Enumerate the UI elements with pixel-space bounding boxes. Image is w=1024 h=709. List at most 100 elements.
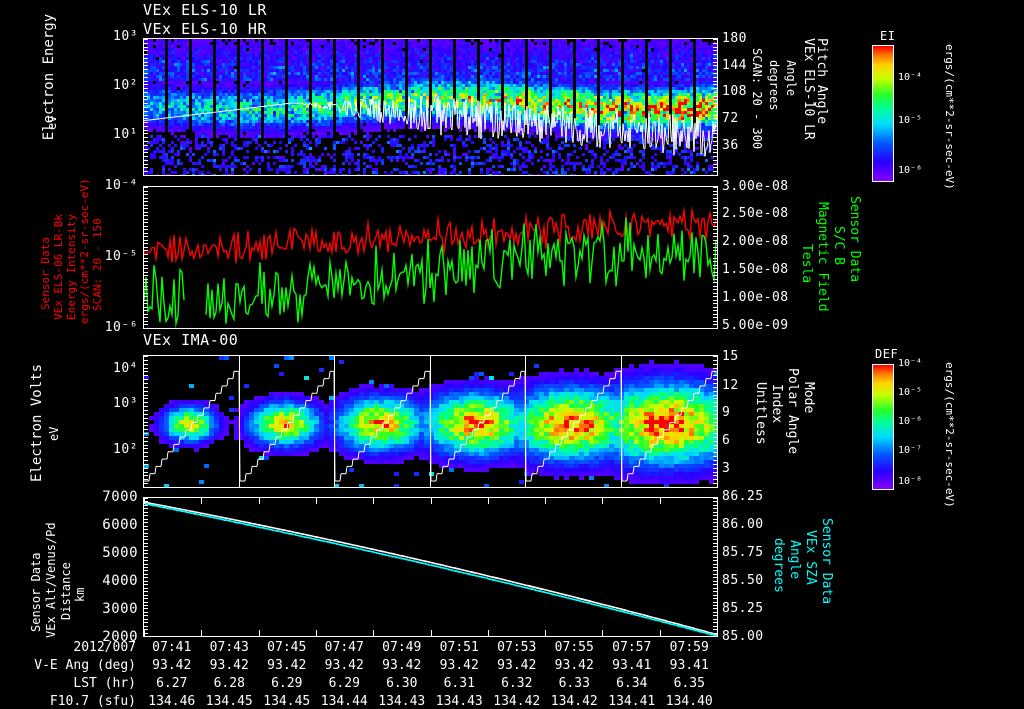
panel4-ytick-7000: 7000 (102, 489, 138, 505)
panel3-title: VEx IMA-00 (143, 331, 239, 349)
panel3-cb-tick-e5: 10⁻⁵ (898, 387, 923, 398)
panel3-ytick-e4: 10⁴ (113, 361, 138, 376)
panel4-right-label-vex-sza: VEx SZA (803, 530, 818, 585)
panel1-right-label-scan: SCAN: 20 - 300 (750, 48, 764, 150)
table-cell-r0-c1: 07:43 (209, 640, 249, 655)
panel1-colorbar (872, 45, 894, 182)
panel2-left-label-sensor-data: Sensor Data (39, 237, 52, 310)
panel4-right-label-sensor-data: Sensor Data (819, 518, 834, 605)
table-cell-r3-c6: 134.42 (493, 694, 541, 709)
panel3-rtick-9: 9 (722, 405, 731, 420)
bottom-data-table: 2012/007 V-E Ang (deg) LST (hr) F10.7 (sfu)… (0, 640, 1024, 709)
table-cell-r2-c5: 6.31 (443, 676, 475, 691)
table-cell-r3-c5: 134.43 (435, 694, 483, 709)
panel4-ytick-3000: 3000 (102, 601, 138, 617)
panel3-right-label-polar-angle: Polar Angle (785, 368, 800, 455)
panel1-rtick-180: 180 (722, 31, 747, 46)
panel1-rtick-36: 36 (722, 138, 739, 153)
panel3-rtick-15: 15 (722, 349, 739, 364)
panel4-rtick-8550: 85.50 (722, 573, 764, 588)
table-cell-r1-c4: 93.42 (382, 658, 422, 673)
table-cell-r2-c1: 6.28 (213, 676, 245, 691)
panel4-ytick-2000: 2000 (102, 629, 138, 645)
table-cell-r0-c2: 07:45 (267, 640, 307, 655)
panel3-cb-tick-e6: 10⁻⁶ (898, 416, 923, 427)
panel4-left-label-sensor-data: Sensor Data (29, 552, 43, 632)
table-cell-r0-c5: 07:51 (439, 640, 479, 655)
panel2-ytick-e4: 10⁻⁴ (104, 178, 138, 193)
panel2-ytick-e6: 10⁻⁶ (104, 320, 138, 335)
panel4-rtick-8575: 85.75 (722, 545, 764, 560)
panel2-rtick-1: 2.50e-08 (722, 206, 789, 221)
table-cell-r3-c9: 134.40 (665, 694, 713, 709)
table-cell-r0-c9: 07:59 (669, 640, 709, 655)
energy-intensity-line-canvas (144, 187, 717, 328)
panel1-colorbar-title: EI (880, 29, 896, 43)
table-cell-r3-c4: 134.43 (378, 694, 426, 709)
table-cell-r2-c8: 6.34 (616, 676, 648, 691)
panel1-right-label-angle: Angle (784, 60, 798, 97)
panel-electron-energy-spectrogram (143, 38, 718, 176)
panel1-title-lr: VEx ELS-10 LR (143, 1, 267, 19)
panel1-cb-tick-e4: 10⁻⁴ (898, 72, 923, 83)
panel1-ytick-1000: 10³ (113, 29, 138, 44)
panel4-rtick-8525: 85.25 (722, 601, 764, 616)
panel3-ytick-e2: 10² (113, 442, 138, 457)
panel4-rtick-8500: 85.00 (722, 629, 764, 644)
panel2-right-label-magnetic-field: Magnetic Field (815, 202, 830, 312)
panel4-ytick-4000: 4000 (102, 573, 138, 589)
panel4-left-label-km: km (73, 587, 87, 602)
panel4-ytick-6000: 6000 (102, 517, 138, 533)
table-cell-r1-c5: 93.42 (439, 658, 479, 673)
panel2-rtick-0: 3.00e-08 (722, 179, 789, 194)
panel3-cb-tick-e7: 10⁻⁷ (898, 445, 923, 456)
panel3-rtick-12: 12 (722, 378, 739, 393)
panel4-left-label-target: VEx Alt/Venus/Pd (44, 522, 58, 638)
table-cell-r2-c4: 6.30 (386, 676, 418, 691)
panel1-title-hr: VEx ELS-10 HR (143, 20, 267, 38)
panel1-y-axis-unit: eV (45, 115, 59, 130)
table-cell-r0-c0: 07:41 (152, 640, 192, 655)
panel3-cb-tick-e8: 10⁻⁸ (898, 476, 923, 487)
panel2-rtick-5: 5.00e-09 (722, 318, 789, 333)
table-cell-r1-c3: 93.42 (324, 658, 364, 673)
panel2-left-label-instrument: VEx ELS-06 LR-Bk (52, 214, 65, 320)
table-cell-r2-c2: 6.29 (271, 676, 303, 691)
panel4-left-label-distance: Distance (59, 562, 73, 620)
table-cell-r1-c6: 93.42 (497, 658, 537, 673)
table-cell-r1-c7: 93.42 (554, 658, 594, 673)
panel3-colorbar-unit: ergs/(cm**2-sr-sec-eV) (943, 362, 956, 508)
ima-heatmap-canvas (144, 356, 717, 487)
panel3-colorbar-title: DEF (875, 347, 899, 361)
panel3-cb-tick-e4: 10⁻⁴ (898, 358, 923, 369)
table-cell-r1-c1: 93.42 (209, 658, 249, 673)
panel4-rtick-8625: 86.25 (722, 489, 764, 504)
table-cell-r0-c6: 07:53 (497, 640, 537, 655)
panel4-ytick-5000: 5000 (102, 545, 138, 561)
table-cell-r3-c8: 134.41 (608, 694, 656, 709)
panel4-rtick-8600: 86.00 (722, 517, 764, 532)
table-cell-r3-c3: 134.44 (320, 694, 368, 709)
panel3-right-label-unitless: Unitless (753, 382, 768, 445)
panel1-cb-tick-e6: 10⁻⁶ (898, 165, 923, 176)
electron-energy-heatmap-canvas (144, 39, 717, 175)
table-cell-r0-c7: 07:55 (554, 640, 594, 655)
table-cell-r0-c4: 07:49 (382, 640, 422, 655)
panel2-left-label-unit: ergs/(cm**2-sr-sec-eV) (78, 178, 91, 324)
panel1-ytick-10: 10¹ (113, 127, 138, 142)
panel3-ytick-e3: 10³ (113, 396, 138, 411)
table-cell-r3-c1: 134.45 (205, 694, 253, 709)
panel1-rtick-108: 108 (722, 84, 747, 99)
panel1-cb-tick-e5: 10⁻⁵ (898, 115, 923, 126)
panel4-right-label-degrees: degrees (771, 538, 786, 593)
table-cell-r3-c7: 134.42 (550, 694, 598, 709)
panel2-right-label-sensor-data: Sensor Data (847, 196, 862, 283)
panel-energy-intensity-magnetic-field (143, 186, 718, 329)
table-cell-r2-c7: 6.33 (558, 676, 590, 691)
table-cell-r3-c2: 134.45 (263, 694, 311, 709)
table-row-label-3: F10.7 (sfu) (49, 694, 136, 709)
table-cell-r1-c0: 93.42 (152, 658, 192, 673)
panel1-right-label-degrees: degrees (767, 60, 781, 111)
table-cell-r2-c9: 6.35 (673, 676, 705, 691)
panel3-rtick-3: 3 (722, 461, 731, 476)
